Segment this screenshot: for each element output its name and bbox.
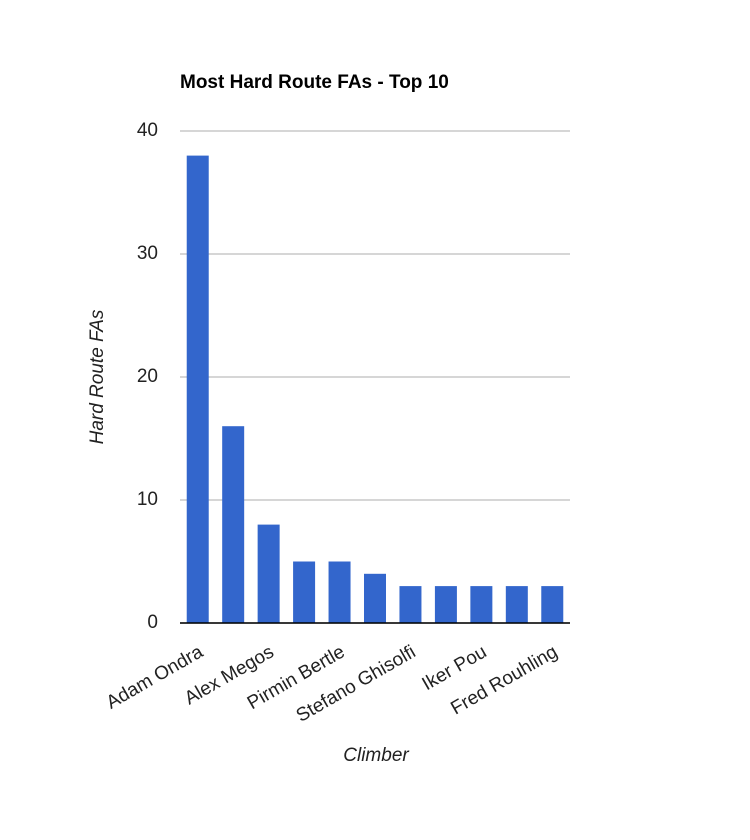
bar xyxy=(222,426,245,623)
y-tick-label: 40 xyxy=(137,120,158,141)
bar xyxy=(293,561,316,623)
bar xyxy=(470,586,493,623)
bar xyxy=(434,586,457,623)
y-tick-label: 0 xyxy=(147,612,158,633)
y-axis-title: Hard Route FAs xyxy=(87,309,108,444)
bar xyxy=(505,586,528,623)
bar xyxy=(541,586,564,623)
chart-title: Most Hard Route FAs - Top 10 xyxy=(180,72,449,93)
bar xyxy=(364,573,386,623)
bar xyxy=(328,561,351,623)
bar xyxy=(399,586,422,623)
x-axis-title: Climber xyxy=(343,745,409,766)
y-tick-label: 10 xyxy=(137,489,158,510)
y-tick-label: 30 xyxy=(137,243,158,264)
y-tick-label: 20 xyxy=(137,366,158,387)
bar xyxy=(186,155,209,623)
bar xyxy=(257,524,280,623)
